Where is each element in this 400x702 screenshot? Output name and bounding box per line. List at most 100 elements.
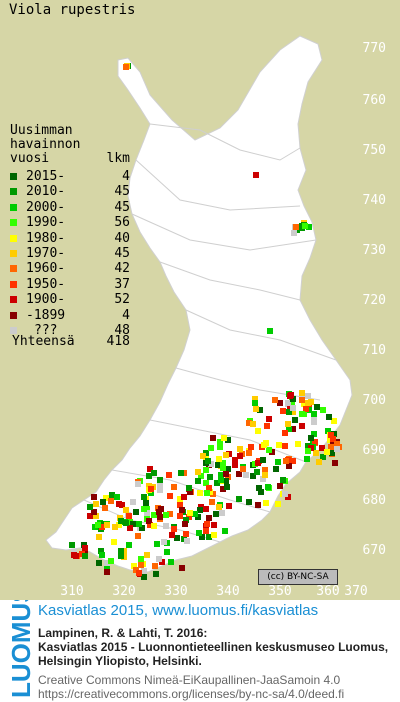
observation-square [196, 530, 202, 536]
legend-label: ??? [34, 323, 58, 338]
observation-square [156, 556, 162, 562]
license-line-2[interactable]: https://creativecommons.org/licenses/by-… [38, 687, 345, 701]
observation-square [217, 439, 223, 445]
observation-square [223, 471, 229, 477]
observation-square [181, 494, 187, 500]
observation-square [206, 534, 212, 540]
legend-heading-1: Uusimman [10, 123, 73, 138]
observation-square [99, 524, 105, 530]
observation-square [302, 223, 308, 229]
legend-label: 1990- [26, 215, 66, 231]
cc-license-badge[interactable]: (cc) BY-NC-SA [258, 569, 338, 585]
observation-square [255, 502, 261, 508]
observation-square [328, 444, 334, 450]
observation-square [216, 504, 222, 510]
legend-row: 2015- 4 [10, 170, 130, 184]
legend-columns: vuosi lkm [10, 152, 130, 166]
kasviatlas-link[interactable]: Kasviatlas 2015, www.luomus.fi/kasviatla… [38, 602, 319, 619]
observation-square [214, 480, 220, 486]
observation-square [252, 396, 258, 402]
observation-square [290, 458, 296, 464]
observation-square [183, 531, 189, 537]
observation-square [218, 477, 224, 483]
observation-square [222, 528, 228, 534]
observation-square [232, 457, 238, 463]
observation-square [195, 478, 201, 484]
observation-square [285, 400, 291, 406]
observation-square [207, 474, 213, 480]
observation-square [288, 392, 294, 398]
observation-square [108, 558, 114, 564]
observation-square [311, 411, 317, 417]
observation-square [243, 472, 249, 478]
observation-square [164, 549, 170, 555]
observation-square [198, 473, 204, 479]
observation-square [250, 473, 256, 479]
citation-line-1: Lampinen, R. & Lahti, T. 2016: [38, 626, 208, 640]
legend-row: 2010- 45 [10, 185, 130, 199]
observation-square [103, 495, 109, 501]
legend-count: 37 [114, 276, 130, 292]
observation-square [218, 472, 224, 478]
observation-square [216, 456, 222, 462]
observation-square [141, 574, 147, 580]
legend-row: 1970- 45 [10, 247, 130, 261]
observation-square [168, 559, 174, 565]
y-tick: 740 [362, 193, 386, 208]
observation-square [254, 469, 260, 475]
observation-square [282, 430, 288, 436]
map-area [45, 35, 353, 580]
observation-square [290, 405, 296, 411]
observation-square [305, 400, 311, 406]
observation-square [147, 522, 153, 528]
observation-square [166, 472, 172, 478]
observation-square [204, 521, 210, 527]
citation-line-3: Helsingin Yliopisto, Helsinki. [38, 654, 202, 668]
legend-swatch [10, 203, 17, 211]
observation-square [266, 416, 272, 422]
observation-square [319, 445, 325, 451]
observation-square [312, 439, 318, 445]
observation-square [303, 406, 309, 412]
observation-square [203, 506, 209, 512]
observation-square [320, 454, 326, 460]
observation-square [108, 498, 114, 504]
observation-square [96, 560, 102, 566]
observation-square [276, 442, 282, 448]
observation-square [130, 521, 136, 527]
legend-col-count: lkm [106, 151, 130, 166]
observation-square [100, 499, 106, 505]
y-tick: 760 [362, 93, 386, 108]
observation-square [257, 407, 263, 413]
observation-square [263, 500, 269, 506]
observation-square [299, 390, 305, 396]
observation-square [328, 432, 334, 438]
y-tick: 720 [362, 293, 386, 308]
observation-square [206, 485, 212, 491]
y-tick: 770 [362, 41, 386, 56]
observation-square [114, 494, 120, 500]
legend-row: -1899 4 [10, 308, 130, 323]
legend-swatch [10, 234, 17, 242]
legend-row: 1960- 42 [10, 262, 130, 276]
observation-square [237, 453, 243, 459]
observation-square [220, 486, 226, 492]
observation-square [334, 446, 340, 452]
observation-square [291, 230, 297, 236]
observation-square [253, 406, 259, 412]
observation-square [163, 523, 169, 529]
observation-square [205, 458, 211, 464]
observation-square [203, 528, 209, 534]
observation-square [248, 444, 254, 450]
observation-square [71, 552, 77, 558]
observation-square [217, 444, 223, 450]
observation-square [266, 447, 272, 453]
observation-square [211, 532, 217, 538]
y-tick: 700 [362, 393, 386, 408]
legend-row: 1900- 52 [10, 293, 130, 307]
x-tick: 310 [60, 584, 84, 599]
legend-total: Yhteensä 418 [12, 334, 130, 349]
footer [0, 600, 400, 702]
observation-square [141, 568, 147, 574]
observation-square [275, 501, 281, 507]
